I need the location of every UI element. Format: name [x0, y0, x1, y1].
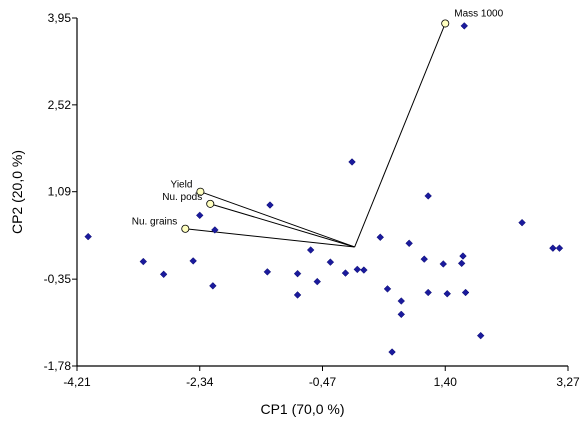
x-axis-ticks: -4,21 -2,34 -0,47 1,40 3,27: [63, 366, 580, 389]
data-point: [476, 331, 485, 340]
data-point: [461, 288, 470, 297]
data-point: [424, 192, 432, 200]
data-point: [313, 277, 322, 286]
data-point: [383, 285, 392, 293]
data-point: [209, 282, 217, 290]
data-point: [388, 348, 396, 356]
data-point: [397, 297, 406, 305]
data-point: [424, 288, 432, 297]
y-axis-title: CP2 (20,0 %): [9, 150, 25, 234]
variable-marker: [196, 187, 205, 196]
data-point: [376, 233, 385, 241]
y-tick-label: 2,52: [48, 98, 72, 112]
data-point: [306, 246, 315, 254]
x-axis-title: CP1 (70,0 %): [260, 401, 344, 417]
data-point: [159, 270, 168, 279]
loading-vector: [200, 191, 355, 248]
data-point: [326, 258, 335, 266]
observation-points: [84, 22, 564, 356]
data-point: [360, 266, 368, 274]
data-point: [341, 269, 350, 277]
data-point: [189, 257, 197, 265]
x-tick-label: -4,21: [63, 375, 91, 389]
data-point: [397, 310, 406, 319]
data-point: [353, 265, 362, 274]
data-point: [293, 291, 302, 299]
data-point: [195, 211, 204, 220]
data-point: [348, 158, 356, 166]
y-tick-label: 3,95: [48, 11, 72, 25]
loading-vector: [354, 23, 446, 248]
data-point: [555, 244, 564, 252]
y-axis-ticks: 3,95 2,52 1,09 -0,35 -1,78: [44, 11, 77, 373]
data-point: [139, 257, 148, 266]
y-tick-label: -0,35: [44, 272, 72, 286]
x-tick-label: -2,34: [186, 375, 214, 389]
data-point: [293, 269, 302, 278]
data-point: [266, 201, 274, 209]
x-tick-label: -0,47: [309, 375, 337, 389]
y-tick-label: -1,78: [44, 359, 72, 373]
variable-marker: [181, 224, 190, 233]
data-point: [443, 289, 451, 298]
variable-marker: [441, 19, 450, 28]
data-point: [457, 259, 466, 268]
data-point: [84, 232, 92, 241]
variable-marker: [206, 199, 215, 208]
variable-label: Nu. pods: [162, 192, 202, 203]
data-point: [405, 239, 413, 248]
loading-vectors: [185, 23, 446, 248]
y-tick-label: 1,09: [48, 185, 72, 199]
data-point: [211, 226, 219, 234]
data-point: [263, 268, 272, 276]
variable-label: Mass 1000: [454, 8, 503, 19]
x-tick-label: 3,27: [556, 375, 580, 389]
x-tick-label: 1,40: [434, 375, 458, 389]
data-point: [439, 260, 448, 268]
data-point: [459, 252, 467, 260]
data-point: [549, 244, 557, 252]
data-point: [460, 22, 469, 30]
data-point: [518, 218, 526, 227]
data-point: [420, 255, 428, 263]
variable-label: Nu. grains: [132, 217, 178, 228]
axes: [76, 18, 568, 367]
variable-label: Yield: [171, 180, 193, 191]
loading-vector: [210, 203, 355, 248]
